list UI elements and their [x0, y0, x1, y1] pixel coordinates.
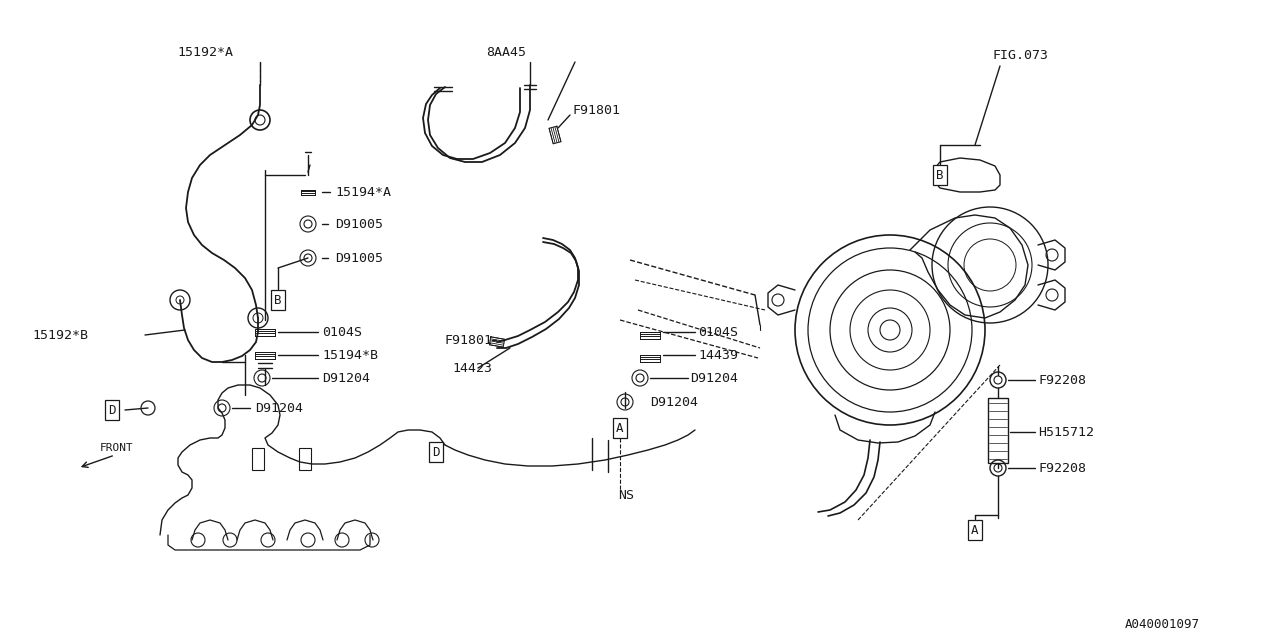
Text: 0104S: 0104S	[698, 326, 739, 339]
Text: 15192*A: 15192*A	[177, 45, 233, 58]
Text: A: A	[616, 422, 623, 435]
Text: A: A	[972, 524, 979, 536]
Text: A040001097: A040001097	[1125, 618, 1201, 632]
Text: 14439: 14439	[698, 349, 739, 362]
FancyBboxPatch shape	[988, 398, 1009, 463]
Text: D: D	[433, 445, 440, 458]
Text: D91204: D91204	[323, 371, 370, 385]
Text: F92208: F92208	[1038, 461, 1085, 474]
Text: 0104S: 0104S	[323, 326, 362, 339]
Text: 8AA45: 8AA45	[486, 45, 526, 58]
Text: D: D	[109, 403, 115, 417]
Text: D91005: D91005	[335, 218, 383, 230]
Text: D91005: D91005	[335, 252, 383, 264]
Text: 15194*A: 15194*A	[335, 186, 390, 198]
Text: H515712: H515712	[1038, 426, 1094, 438]
Text: B: B	[274, 294, 282, 307]
FancyBboxPatch shape	[300, 448, 311, 470]
Text: F91801: F91801	[572, 104, 620, 116]
Text: 15192*B: 15192*B	[32, 328, 88, 342]
Text: B: B	[936, 168, 943, 182]
Text: F92208: F92208	[1038, 374, 1085, 387]
Text: NS: NS	[618, 488, 634, 502]
Text: 15194*B: 15194*B	[323, 349, 378, 362]
Text: F91801: F91801	[445, 333, 493, 346]
Text: FRONT: FRONT	[100, 443, 133, 453]
Text: FIG.073: FIG.073	[992, 49, 1048, 61]
FancyBboxPatch shape	[252, 448, 264, 470]
Text: D91204: D91204	[690, 371, 739, 385]
Text: D91204: D91204	[650, 396, 698, 408]
Text: D91204: D91204	[255, 401, 303, 415]
Text: 14423: 14423	[452, 362, 492, 374]
